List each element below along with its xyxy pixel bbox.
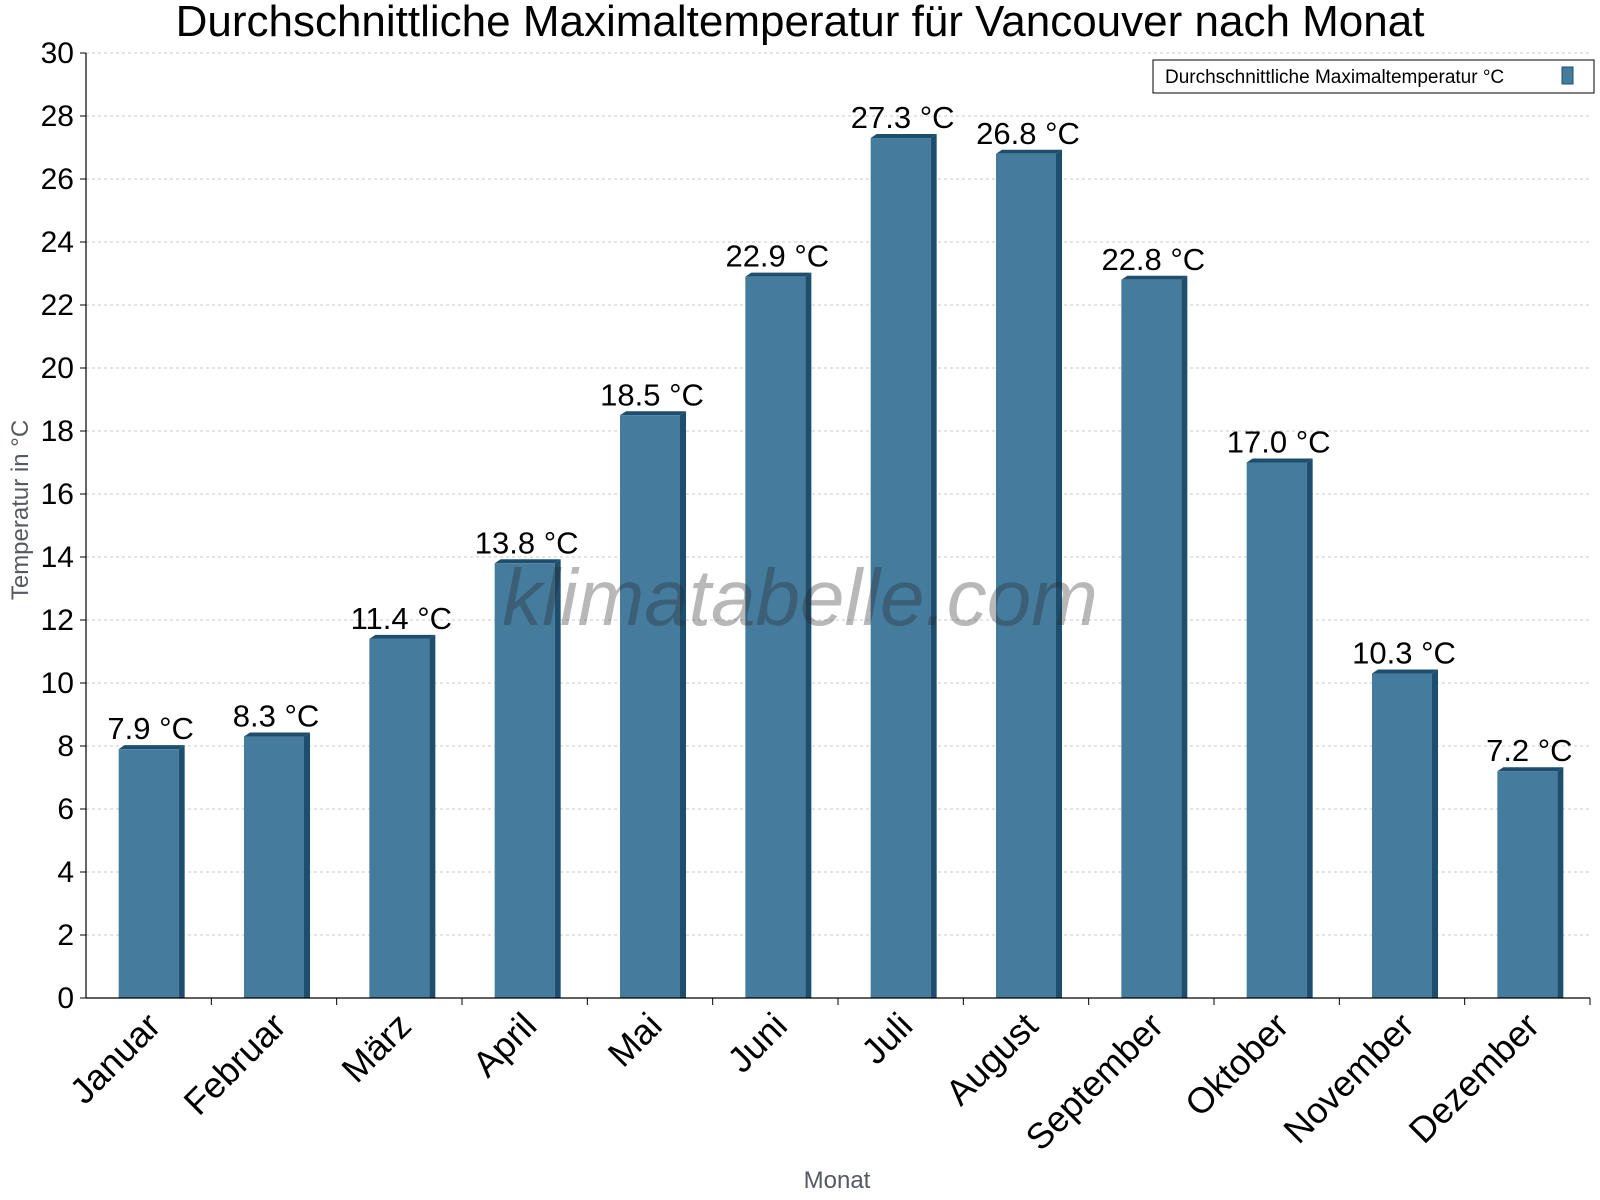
x-tick-label: August [937, 1005, 1045, 1113]
bar-top [1372, 669, 1438, 674]
bar [244, 736, 304, 998]
bar [745, 276, 806, 998]
legend-swatch [1561, 66, 1574, 85]
y-tick-label: 30 [41, 37, 74, 70]
y-tick-label: 28 [41, 100, 74, 133]
watermark-text: klimatabelle.com [502, 553, 1098, 642]
legend: Durchschnittliche Maximaltemperatur °C [1152, 59, 1595, 94]
bar-value-label: 22.8 °C [1101, 242, 1205, 277]
x-axis-title: Monat [804, 1167, 871, 1194]
x-tick-label: Mai [600, 1005, 670, 1075]
x-tick-label: Februar [176, 1005, 294, 1123]
x-tick-label: Januar [61, 1005, 168, 1112]
bar-value-label: 10.3 °C [1352, 636, 1456, 671]
x-tick-label: Juni [719, 1005, 795, 1081]
grid-lines [86, 52, 1590, 936]
bar [1121, 279, 1182, 998]
y-tick-label: 6 [57, 793, 74, 826]
bar-value-label: 11.4 °C [351, 601, 452, 636]
bar-top [1246, 458, 1313, 463]
bar [870, 138, 931, 999]
y-tick-label: 10 [41, 667, 74, 700]
y-tick-label: 2 [57, 919, 74, 952]
y-tick-label: 8 [57, 730, 74, 763]
bar-top [745, 272, 812, 277]
bar-side [1557, 767, 1564, 998]
bar-top [118, 745, 185, 750]
bar-value-label: 22.9 °C [725, 239, 829, 274]
bar-top [244, 732, 310, 737]
y-tick-label: 20 [41, 352, 74, 385]
bar [1497, 771, 1558, 998]
bar-side [429, 634, 436, 998]
bar [369, 638, 430, 998]
y-tick-label: 14 [41, 541, 74, 574]
bar-top [870, 134, 937, 139]
x-tick-label: November [1275, 1005, 1421, 1151]
y-tick-label: 22 [41, 289, 74, 322]
bar-top [1497, 767, 1564, 772]
y-tick-label: 26 [41, 163, 74, 196]
bar-value-label: 7.2 °C [1486, 733, 1573, 768]
bar-top [494, 559, 561, 564]
bar-side [178, 745, 185, 998]
data-labels: 7.9 °C 8.3 °C 11.4 °C 13.8 °C 18.5 °C 22.9 °C… [107, 100, 1572, 768]
y-axis-title: Temperatur in °C [7, 420, 34, 600]
bar-top [620, 411, 686, 416]
x-tick-label: April [464, 1005, 544, 1085]
bar-side [304, 732, 310, 998]
bar-side [930, 134, 937, 999]
bar-side [1056, 149, 1062, 999]
x-tick-label: Juli [853, 1005, 920, 1072]
y-tick-label: 4 [57, 856, 74, 889]
y-tick-label: 0 [57, 982, 74, 1015]
chart-title: Durchschnittliche Maximaltemperatur für … [176, 0, 1425, 46]
bar [1246, 462, 1307, 998]
legend-box [1152, 59, 1595, 94]
bar-value-label: 26.8 °C [976, 116, 1080, 151]
x-tick-label: September [1017, 1005, 1171, 1159]
bar-value-label: 27.3 °C [851, 100, 955, 135]
y-tick-label: 24 [41, 226, 74, 259]
y-tick-label: 12 [41, 604, 74, 637]
bar-side [1306, 458, 1313, 998]
x-tick-label: März [333, 1005, 419, 1091]
bar [620, 415, 680, 998]
bar [996, 153, 1056, 999]
bar-top [369, 634, 436, 639]
x-tick-label: Oktober [1177, 1005, 1297, 1125]
y-tick-label: 18 [41, 415, 74, 448]
bar-value-label: 7.9 °C [107, 711, 194, 746]
bar [494, 563, 555, 998]
bar-value-label: 8.3 °C [233, 699, 320, 734]
bar-side [554, 559, 561, 998]
bar [118, 749, 179, 998]
bar-side [1432, 669, 1438, 998]
bar-side [805, 272, 812, 998]
bar-side [1181, 275, 1188, 998]
bar-top [1121, 275, 1188, 280]
legend-label: Durchschnittliche Maximaltemperatur °C [1165, 67, 1504, 88]
bar [1372, 673, 1432, 998]
x-tick-label: Dezember [1401, 1005, 1547, 1151]
bars [118, 134, 1564, 999]
bar-value-label: 18.5 °C [600, 377, 704, 412]
bar-value-label: 13.8 °C [475, 525, 579, 560]
bar-side [680, 411, 686, 998]
bar-value-label: 17.0 °C [1227, 425, 1331, 460]
y-tick-label: 16 [41, 478, 74, 511]
bar-top [996, 149, 1062, 154]
